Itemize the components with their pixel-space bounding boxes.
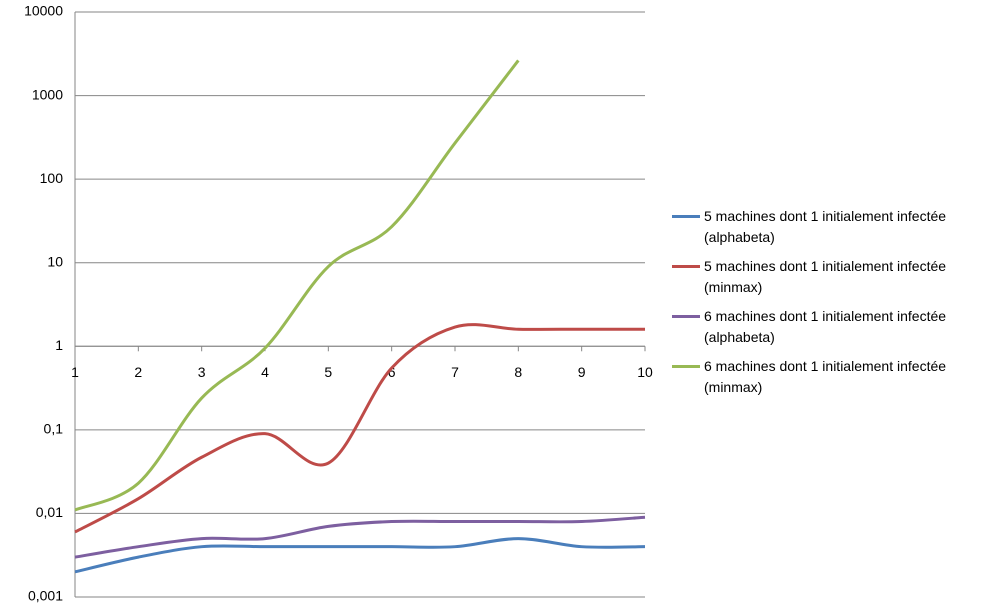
y-tick-label: 0,1 <box>44 421 64 437</box>
x-tick-label: 7 <box>451 364 459 380</box>
legend-key <box>672 315 700 318</box>
series-line <box>74 323 645 534</box>
legend-key <box>672 365 700 368</box>
y-tick-label: 1000 <box>32 86 63 102</box>
y-tick-label: 10 <box>47 253 63 269</box>
legend-item: 5 machines dont 1 initialement infectée … <box>672 206 987 248</box>
legend-item: 6 machines dont 1 initialement infectée … <box>672 356 987 398</box>
series-line <box>74 59 520 512</box>
x-tick-label: 10 <box>637 364 653 380</box>
x-tick-label: 5 <box>324 364 332 380</box>
x-tick-label: 9 <box>578 364 586 380</box>
legend-label: 5 machines dont 1 initialement infectée … <box>704 258 947 295</box>
legend-label: 6 machines dont 1 initialement infectée … <box>704 308 947 345</box>
series-line <box>74 515 646 559</box>
y-tick-label: 0,01 <box>36 504 63 520</box>
y-tick-label: 1 <box>55 337 63 353</box>
x-tick-label: 6 <box>388 364 396 380</box>
legend-item: 5 machines dont 1 initialement infectée … <box>672 256 987 298</box>
legend-label: 5 machines dont 1 initialement infectée … <box>704 208 947 245</box>
x-tick-label: 1 <box>71 364 79 380</box>
legend-key <box>672 215 700 218</box>
x-tick-label: 3 <box>198 364 206 380</box>
legend-item: 6 machines dont 1 initialement infectée … <box>672 306 987 348</box>
y-tick-label: 100 <box>40 170 64 186</box>
legend-key <box>672 265 700 268</box>
y-tick-label: 10000 <box>24 3 63 19</box>
y-tick-label: 0,001 <box>28 588 63 604</box>
series-line <box>74 537 646 574</box>
x-tick-label: 2 <box>134 364 142 380</box>
legend-label: 6 machines dont 1 initialement infectée … <box>704 358 947 395</box>
legend: 5 machines dont 1 initialement infectée … <box>672 206 987 406</box>
x-tick-label: 8 <box>514 364 522 380</box>
x-tick-label: 4 <box>261 364 269 380</box>
